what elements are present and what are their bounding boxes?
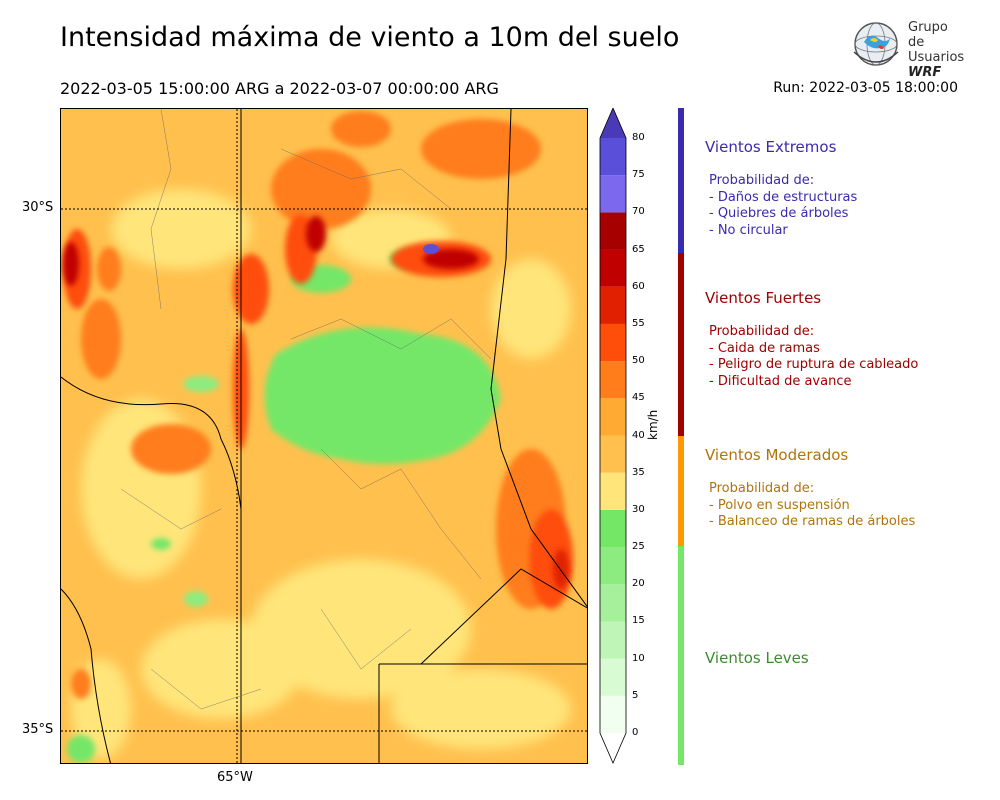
colorbar-segment xyxy=(600,323,626,362)
colorbar-tick-label: 15 xyxy=(632,615,645,627)
globe-logo-icon xyxy=(853,22,899,66)
colorbar-segment xyxy=(600,286,626,324)
category-bar-extremos xyxy=(678,108,684,253)
colorbar-tick-label: 50 xyxy=(632,355,645,367)
category-desc-extremos: Probabilidad de: - Daños de estructuras … xyxy=(709,173,858,238)
category-title-leves: Vientos Leves xyxy=(705,649,809,667)
logo-line-2: Usuarios xyxy=(908,50,965,65)
lon-label-65w: 65°W xyxy=(217,770,253,785)
colorbar-segment xyxy=(600,249,626,287)
colorbar-tick-label: 45 xyxy=(632,392,645,404)
colorbar-segment xyxy=(600,695,626,733)
colorbar-tick-label: 5 xyxy=(632,689,639,701)
category-bar-fuertes xyxy=(678,253,684,436)
colorbar-segment xyxy=(600,472,626,510)
grupo-usuarios-wrf-logo: Grupo de Usuarios WRF xyxy=(848,18,968,80)
colorbar-min-extension xyxy=(600,733,626,763)
colorbar-segment xyxy=(600,584,626,622)
category-bar-moderados xyxy=(678,436,684,546)
colorbar-tick-label: 30 xyxy=(632,503,645,515)
colorbar-segment xyxy=(600,138,626,176)
colorbar-tick-label: 35 xyxy=(632,466,645,478)
colorbar-max-extension xyxy=(600,108,626,138)
category-title-extremos: Vientos Extremos xyxy=(705,138,837,156)
colorbar-tick-label: 0 xyxy=(632,727,639,738)
colorbar-segment xyxy=(600,621,626,659)
forecast-period: 2022-03-05 15:00:00 ARG a 2022-03-07 00:… xyxy=(60,79,499,98)
colorbar-tick-label: 25 xyxy=(632,541,645,553)
colorbar-tick-label: 20 xyxy=(632,578,645,590)
map-title: Intensidad máxima de viento a 10m del su… xyxy=(60,22,680,53)
colorbar-segment xyxy=(600,175,626,213)
colorbar-outline xyxy=(599,108,627,765)
category-title-moderados: Vientos Moderados xyxy=(705,446,849,464)
colorbar-segment xyxy=(600,547,626,585)
colorbar-tick-label: 80 xyxy=(632,132,645,143)
logo-line-3: WRF xyxy=(908,65,942,80)
colorbar-unit: km/h xyxy=(646,409,660,440)
logo-line-1: Grupo de xyxy=(908,20,948,50)
category-title-fuertes: Vientos Fuertes xyxy=(705,289,822,307)
category-desc-moderados: Probabilidad de: - Polvo en suspensión -… xyxy=(709,481,916,529)
colorbar-tick-label: 40 xyxy=(632,429,645,441)
lat-label-35s: 35°S xyxy=(22,722,54,737)
colorbar-tick-label: 60 xyxy=(632,280,645,292)
colorbar-segment xyxy=(600,398,626,436)
colorbar-tick-label: 55 xyxy=(632,317,645,329)
colorbar-segment xyxy=(600,212,626,250)
category-bar-leves xyxy=(678,546,684,765)
colorbar-segment xyxy=(600,658,626,696)
colorbar xyxy=(599,108,627,765)
category-desc-fuertes: Probabilidad de: - Caida de ramas - Peli… xyxy=(709,324,919,389)
colorbar-tick-label: 75 xyxy=(632,169,645,181)
colorbar-tick-label: 10 xyxy=(632,652,645,664)
colorbar-segment xyxy=(600,361,626,399)
colorbar-segment xyxy=(600,509,626,548)
colorbar-segment xyxy=(600,435,626,473)
wind-map xyxy=(60,108,588,764)
run-time: Run: 2022-03-05 18:00:00 xyxy=(773,80,958,96)
colorbar-tick-label: 65 xyxy=(632,243,645,255)
lat-label-30s: 30°S xyxy=(22,200,54,215)
colorbar-tick-label: 70 xyxy=(632,206,645,218)
wind-intensity-field xyxy=(61,109,587,763)
